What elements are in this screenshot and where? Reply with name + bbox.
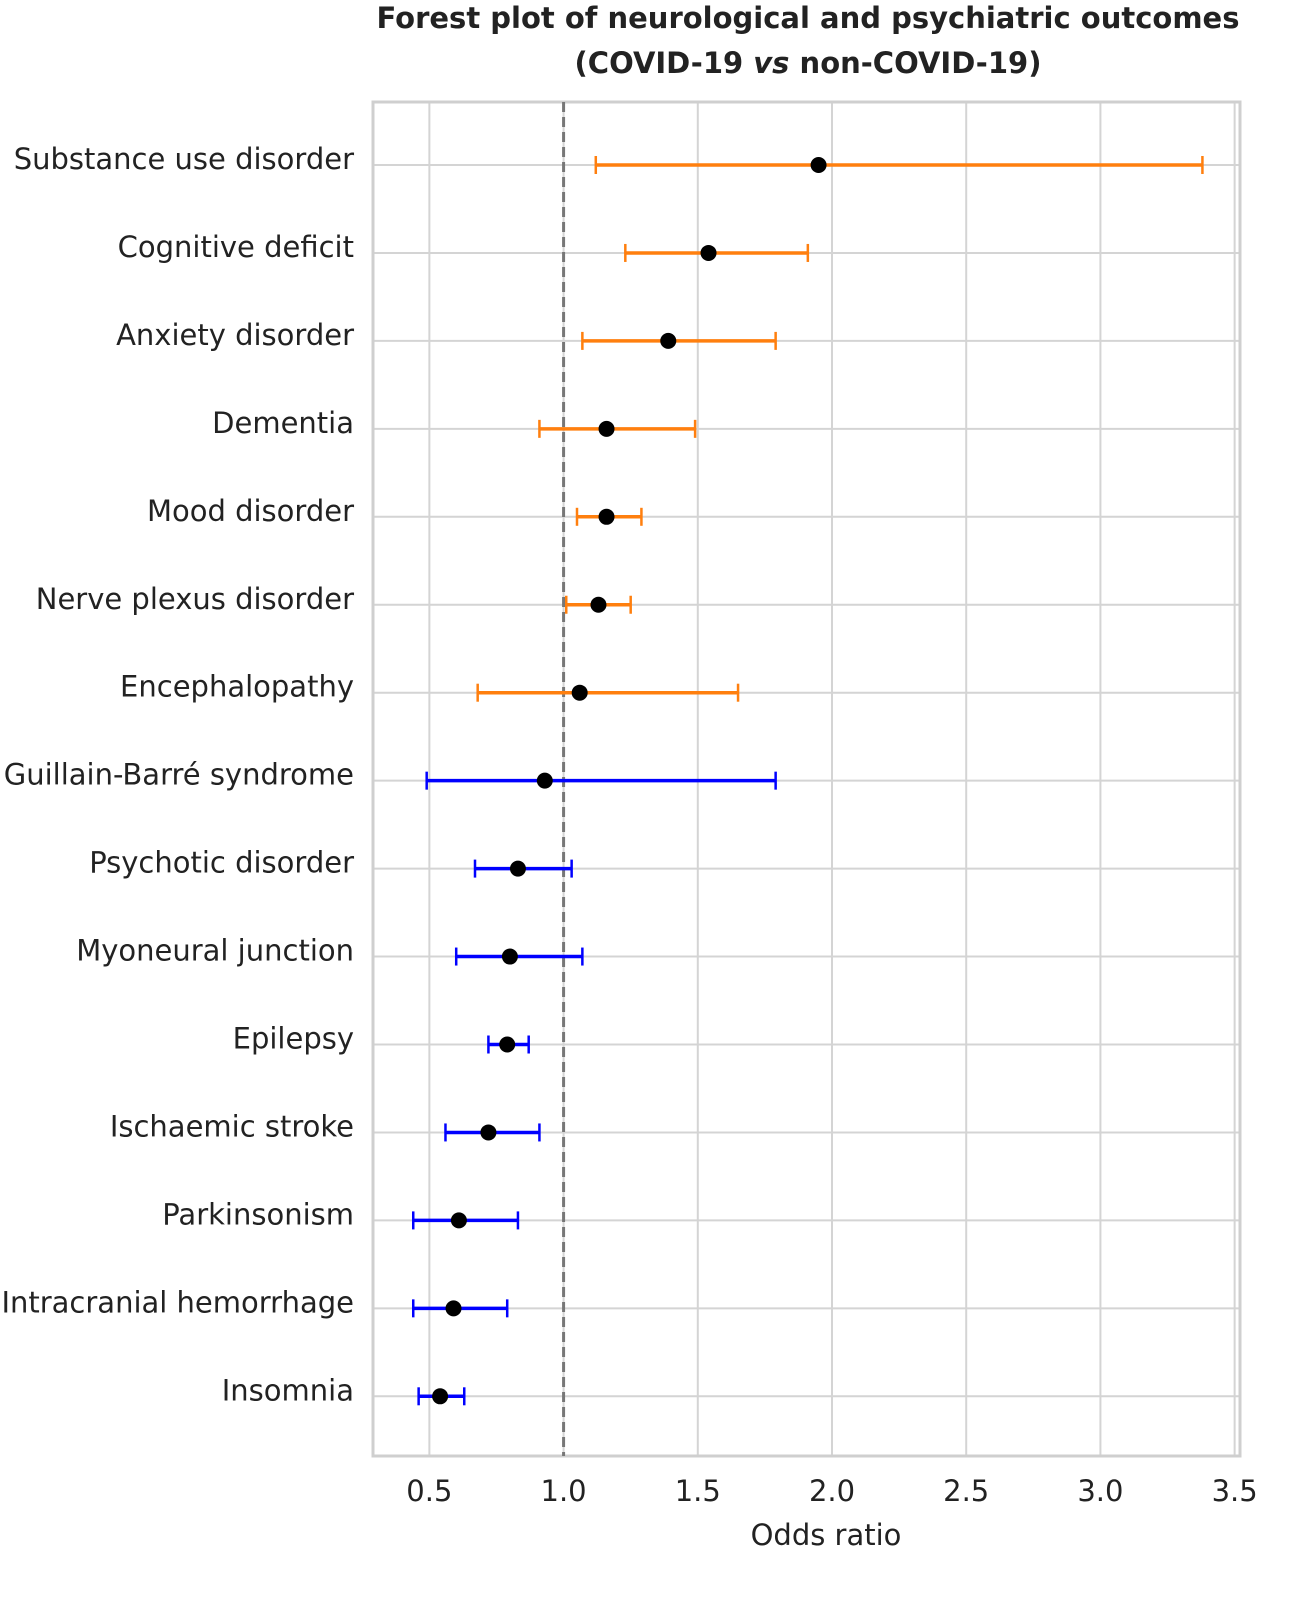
y-tick-label: Guillain-Barré syndrome <box>4 758 354 792</box>
y-tick-label: Myoneural junction <box>76 934 354 968</box>
chart-subtitle: (COVID-19 vs non-COVID-19) <box>575 46 1042 80</box>
point-estimate <box>598 508 615 525</box>
point-estimate <box>501 948 518 965</box>
y-tick-label: Insomnia <box>222 1373 354 1407</box>
point-estimate <box>598 420 615 437</box>
y-tick-label: Intracranial hemorrhage <box>1 1285 354 1319</box>
x-tick-label: 2.0 <box>809 1474 855 1508</box>
x-axis-label: Odds ratio <box>751 1518 902 1552</box>
title-part: (COVID-19 <box>575 46 754 80</box>
y-tick-label: Mood disorder <box>147 494 354 528</box>
point-estimate <box>536 772 553 789</box>
point-estimate <box>450 1212 467 1229</box>
title-part: vs <box>753 46 789 80</box>
x-tick-label: 1.0 <box>541 1474 587 1508</box>
y-tick-label: Anxiety disorder <box>116 318 354 352</box>
y-tick-label: Encephalopathy <box>120 670 354 704</box>
point-estimate <box>509 860 526 877</box>
y-tick-label: Psychotic disorder <box>89 846 354 880</box>
y-tick-label: Cognitive deficit <box>118 230 354 264</box>
y-tick-label: Parkinsonism <box>162 1197 354 1231</box>
x-tick-label: 1.5 <box>675 1474 721 1508</box>
point-estimate <box>480 1124 497 1141</box>
y-tick-label: Nerve plexus disorder <box>36 582 354 616</box>
point-estimate <box>810 157 827 173</box>
point-estimate <box>590 596 607 613</box>
point-estimate <box>445 1300 462 1317</box>
y-tick-label: Epilepsy <box>233 1022 354 1056</box>
y-tick-label: Dementia <box>212 406 354 440</box>
x-tick-label: 2.5 <box>943 1474 989 1508</box>
point-estimate <box>700 244 717 261</box>
x-tick-label: 0.5 <box>406 1474 452 1508</box>
plot-frame <box>371 100 1242 1458</box>
title-part: non-COVID-19) <box>789 46 1041 80</box>
point-estimate <box>499 1036 516 1053</box>
x-tick-label: 3.0 <box>1077 1474 1123 1508</box>
point-estimate <box>660 332 677 349</box>
point-estimate <box>432 1388 449 1405</box>
y-tick-label: Ischaemic stroke <box>110 1109 354 1143</box>
point-estimate <box>571 684 588 701</box>
x-tick-label: 3.5 <box>1212 1474 1258 1508</box>
chart-title: Forest plot of neurological and psychiat… <box>377 1 1240 35</box>
y-tick-label: Substance use disorder <box>14 142 354 176</box>
